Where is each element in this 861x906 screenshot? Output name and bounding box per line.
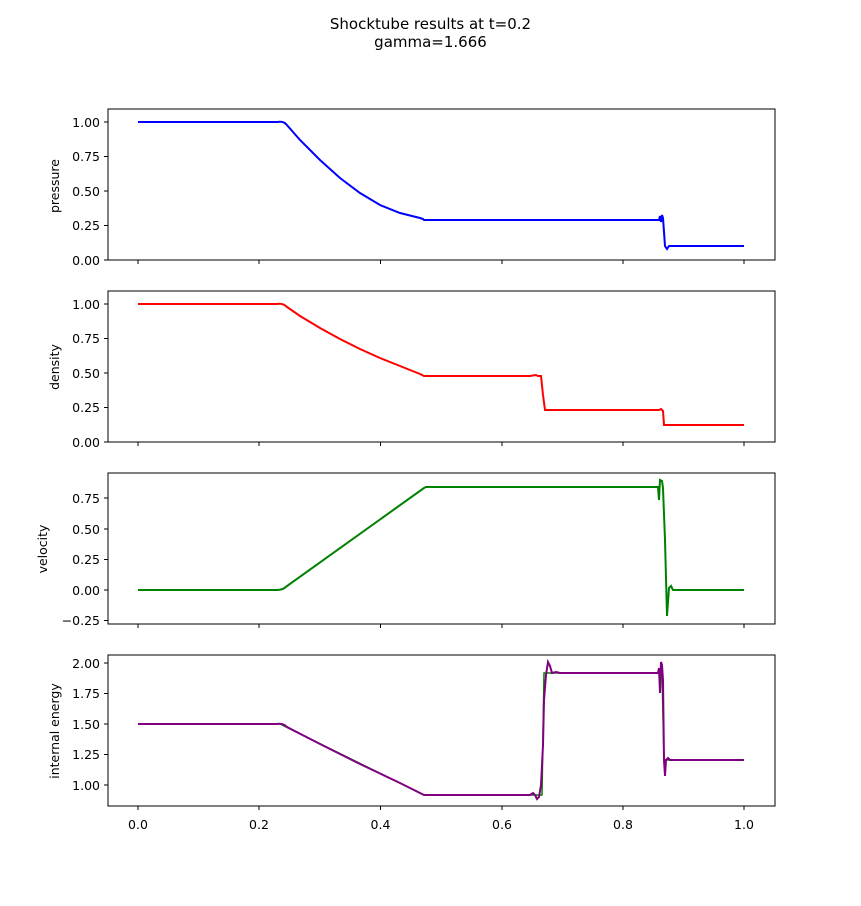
y-tick-label: 0.25	[72, 400, 100, 415]
y-tick-label: 0.50	[72, 522, 100, 537]
x-tick-label: 0.6	[492, 817, 512, 832]
velocity-line	[138, 478, 744, 617]
y-tick-label: 1.00	[72, 115, 100, 130]
y-axis-label: internal energy	[47, 683, 62, 779]
y-tick-label: 1.25	[72, 747, 100, 762]
pressure-panel: 1.00 0.75 0.50 0.25 0.00 pressure	[47, 108, 776, 268]
y-tick-label: 0.00	[72, 435, 100, 450]
x-tick-label: 0.2	[249, 817, 269, 832]
y-axis-label: pressure	[47, 159, 62, 213]
internal-energy-numerical-line	[138, 658, 744, 801]
y-tick-label: 2.00	[72, 656, 100, 671]
density-panel: 1.00 0.75 0.50 0.25 0.00 density	[47, 290, 776, 450]
y-tick-label: 1.75	[72, 686, 100, 701]
x-tick-label: 0.0	[128, 817, 148, 832]
y-tick-label: 1.00	[72, 297, 100, 312]
y-tick-label: 0.75	[72, 331, 100, 346]
internal-energy-exact-line	[138, 672, 744, 796]
y-tick-label: 0.25	[72, 552, 100, 567]
y-tick-label: 0.00	[72, 253, 100, 268]
pressure-line	[138, 120, 744, 251]
x-tick-label: 0.4	[371, 817, 391, 832]
y-tick-label: 1.00	[72, 778, 100, 793]
x-tick-label: 1.0	[734, 817, 754, 832]
y-tick-label: 0.00	[72, 583, 100, 598]
y-tick-label: 0.50	[72, 366, 100, 381]
y-tick-label: 0.50	[72, 184, 100, 199]
y-tick-label: 0.75	[72, 491, 100, 506]
y-axis-label: density	[47, 343, 62, 389]
figure-title-line2: gamma=1.666	[374, 33, 487, 51]
velocity-panel: 0.75 0.50 0.25 0.00 −0.25 velocity	[35, 472, 776, 628]
y-tick-label: 1.50	[72, 717, 100, 732]
density-line	[138, 302, 744, 426]
y-tick-label: −0.25	[62, 613, 100, 628]
y-axis-label: velocity	[35, 524, 50, 573]
y-tick-label: 0.75	[72, 149, 100, 164]
y-tick-label: 0.25	[72, 218, 100, 233]
figure-title-line1: Shocktube results at t=0.2	[329, 15, 532, 33]
internal-energy-panel: 2.00 1.75 1.50 1.25 1.00 internal energy…	[47, 654, 776, 832]
x-tick-label: 0.8	[613, 817, 633, 832]
